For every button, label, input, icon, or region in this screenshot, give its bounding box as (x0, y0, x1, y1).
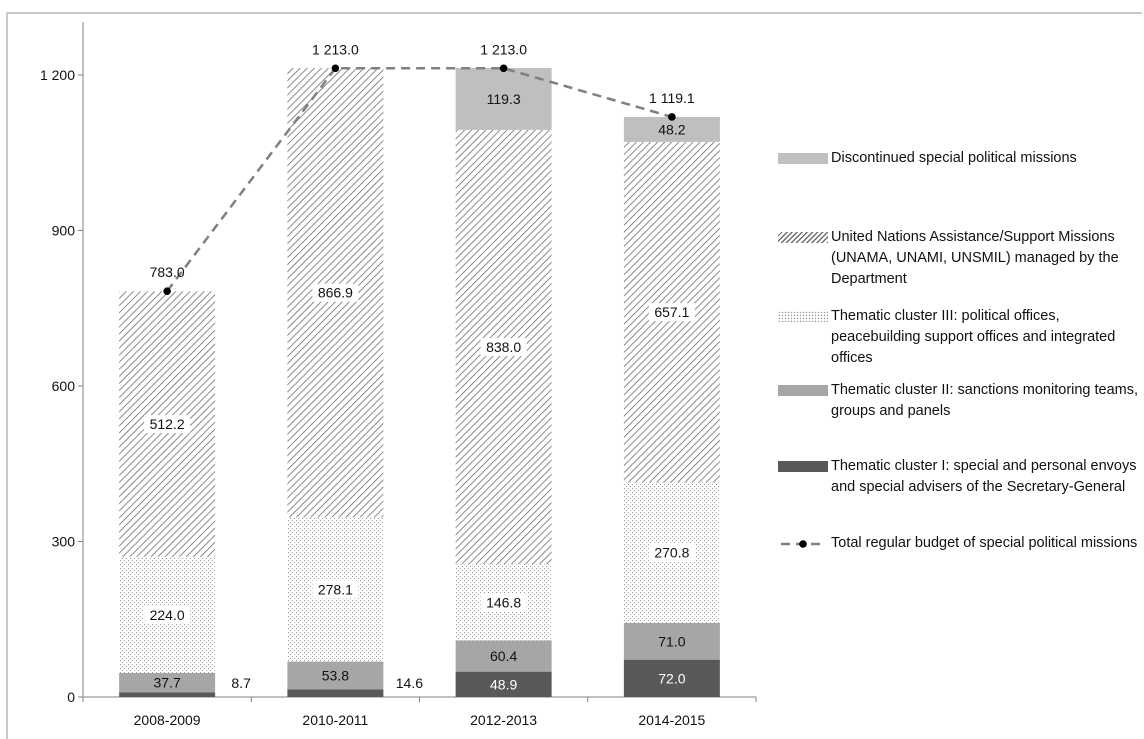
bar-label: 8.7 (231, 675, 251, 691)
bar-label: 838.0 (486, 339, 521, 355)
total-point (163, 287, 171, 295)
bar-label: 146.8 (486, 594, 521, 610)
bar-label: 71.0 (658, 633, 685, 649)
bar-label: 37.7 (154, 675, 181, 691)
bar-label: 278.1 (318, 581, 353, 597)
total-label: 1 213.0 (480, 41, 527, 57)
x-tick-label: 2008-2009 (134, 712, 201, 728)
total-point (668, 113, 676, 121)
bar-segment (119, 692, 216, 697)
bar-label-bg (648, 303, 695, 322)
legend-item: Total regular budget of special politica… (778, 533, 1143, 554)
bar-label-bg (480, 593, 527, 612)
total-label: 1 119.1 (649, 90, 695, 106)
bar-segment (287, 689, 384, 697)
legend-swatch (778, 385, 828, 396)
legend-swatch (778, 153, 828, 164)
legend-label: Thematic cluster III: political offices,… (831, 308, 1116, 366)
x-tick-label: 2014-2015 (638, 712, 705, 728)
total-label: 783.0 (150, 264, 185, 280)
legend-line-swatch (778, 533, 828, 554)
bar-label-bg (312, 580, 359, 599)
legend-label: Thematic cluster I: special and personal… (831, 458, 1137, 495)
bar-label-bg (312, 283, 359, 302)
legend-label: Discontinued special political missions (831, 150, 1077, 166)
bar-segment (623, 659, 720, 697)
bar-label: 866.9 (318, 285, 353, 301)
bar-label: 119.3 (487, 91, 521, 107)
total-point (331, 64, 340, 73)
legend-swatch (778, 311, 828, 322)
bar-label-bg (144, 415, 191, 434)
axes: 0 300 600 900 1 200 2008-2009 2010-2011 2012-20… (40, 22, 757, 728)
bar-label-bg (648, 543, 695, 562)
y-tick-label: 1 200 (40, 67, 75, 83)
bar-segment (455, 640, 552, 672)
legend-label: Thematic cluster II: sanctions monitorin… (831, 382, 1139, 419)
chart-frame (6, 12, 1142, 739)
bar-segment (119, 672, 216, 693)
legend-item: Thematic cluster III: political offices,… (778, 306, 1143, 369)
bar-segment (287, 661, 384, 690)
bar-label: 53.8 (322, 667, 349, 683)
legend-label: United Nations Assistance/Support Missio… (831, 229, 1119, 287)
y-tick-label: 300 (52, 534, 76, 550)
bar-label: 657.1 (654, 304, 689, 320)
bar-label: 72.0 (658, 670, 685, 686)
bar-segment (455, 671, 552, 697)
total-line: 783.0 1 213.0 1 213.0 1 119.1 (150, 41, 695, 295)
bar-label: 48.2 (658, 121, 685, 137)
legend-swatch (778, 461, 828, 472)
bar-label: 270.8 (654, 545, 689, 561)
y-tick-label: 900 (52, 223, 76, 239)
total-point (499, 64, 508, 73)
x-tick-label: 2012-2013 (470, 712, 537, 728)
x-tick-label: 2010-2011 (302, 712, 368, 728)
total-line-path (166, 67, 673, 292)
legend-item: Thematic cluster I: special and personal… (778, 456, 1143, 498)
legend-label: Total regular budget of special politica… (831, 535, 1138, 551)
y-tick-label: 600 (52, 378, 76, 394)
bar-label: 14.6 (396, 675, 423, 691)
bar-segment (623, 116, 720, 142)
y-tick-label: 0 (67, 689, 75, 705)
bar-label: 48.9 (490, 676, 517, 692)
legend-swatch (778, 232, 828, 243)
bar-label: 224.0 (150, 607, 185, 623)
bar-label: 60.4 (490, 648, 517, 664)
legend-item: United Nations Assistance/Support Missio… (778, 227, 1143, 290)
legend-item: Discontinued special political missions (778, 148, 1143, 169)
bars: 8.7 37.7 224.0 512.2 14.6 53.8 278.1 866.9 48.9 6… (119, 68, 720, 697)
bar-segment (623, 622, 720, 660)
bar-label-bg (144, 605, 191, 624)
bar-label: 512.2 (150, 416, 185, 432)
total-label: 1 213.0 (312, 41, 359, 57)
bar-label-bg (480, 338, 527, 357)
legend-item: Thematic cluster II: sanctions monitorin… (778, 380, 1143, 422)
